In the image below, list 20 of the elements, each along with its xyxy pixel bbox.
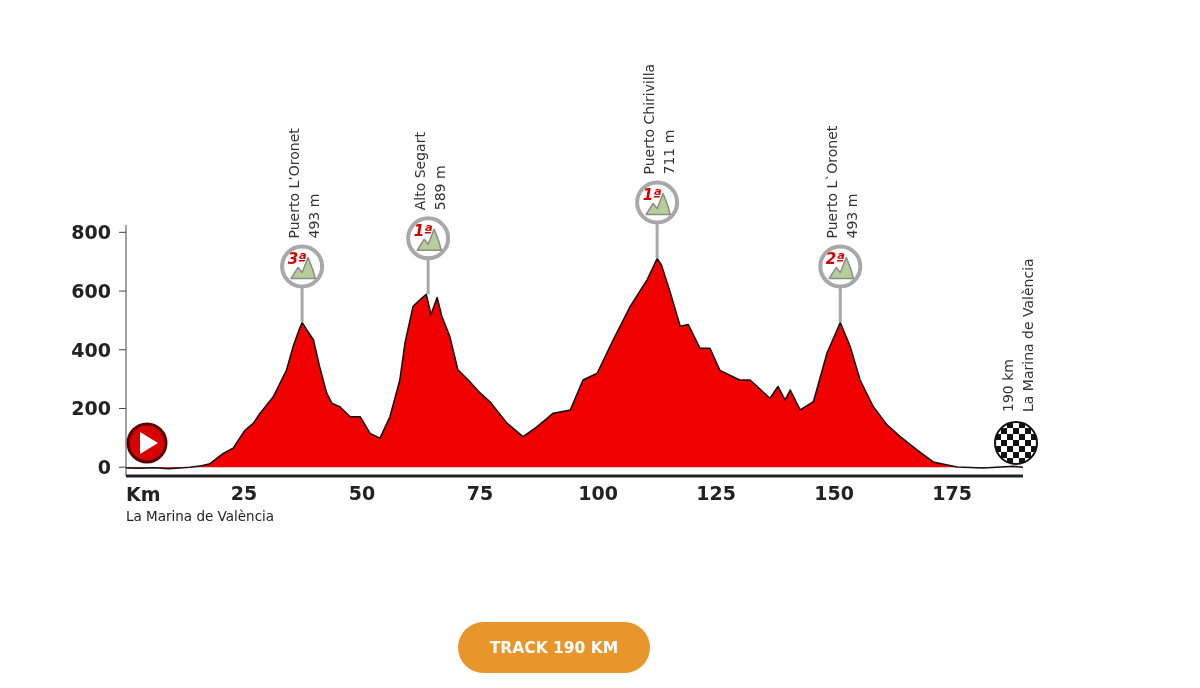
x-tick-label: 125 [696,482,736,505]
x-tick-label: 50 [348,482,376,505]
annotation: 2ª Puerto L`Oronet 493 m [824,125,861,269]
x-axis-title: Km [126,483,161,505]
annotation: 1ª Alto Segart 589 m [412,131,449,241]
text: La Marina de València [126,508,275,524]
annotation: 1ª Puerto Chirivilla 711 m [641,63,678,205]
annotation: 3ª Puerto L’Oronet 493 m [286,127,323,269]
y-tick-label: 400 [71,338,111,361]
y-tick-label: 800 [71,221,111,244]
x-tick-label: 100 [578,482,618,505]
pill-button: TRACK 190 KM [458,622,650,673]
x-tick-label: 175 [932,482,973,505]
x-tick-label: 75 [466,482,494,505]
annotation: 190 km La Marina de València [1000,258,1036,412]
y-tick-label: 200 [71,397,111,420]
y-tick-label: 600 [71,279,111,302]
y-tick-label: 0 [97,455,111,478]
x-tick-label: 25 [230,482,258,505]
x-tick-label: 150 [814,482,854,505]
